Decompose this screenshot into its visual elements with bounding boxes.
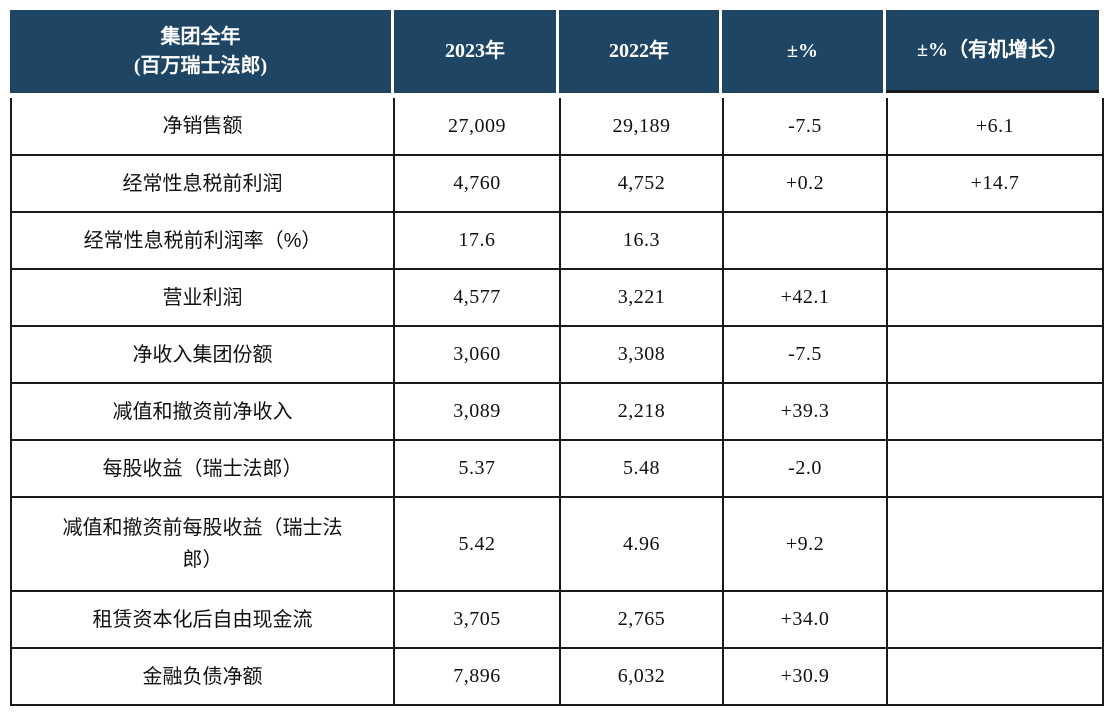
row-label: 租赁资本化后自由现金流 (10, 590, 395, 649)
cell-change-pct: -2.0 (722, 439, 888, 498)
row-label: 减值和撤资前每股收益（瑞士法郎） (10, 496, 395, 592)
cell-change-pct: +34.0 (722, 590, 888, 649)
cell-2022: 3,221 (559, 268, 724, 327)
table-row-eps-before-impairments: 减值和撤资前每股收益（瑞士法郎） 5.42 4.96 +9.2 (10, 496, 1104, 592)
financial-results-table: 集团全年 (百万瑞士法郎) 2023年 2022年 ±% ±%（有机增长） 净销… (10, 10, 1104, 706)
header-2023: 2023年 (394, 10, 556, 93)
cell-2022: 29,189 (559, 98, 724, 156)
cell-2022: 16.3 (559, 211, 724, 270)
cell-organic-pct: +14.7 (886, 154, 1104, 213)
cell-change-pct: +39.3 (722, 382, 888, 441)
cell-change-pct (722, 211, 888, 270)
table-row-net-sales: 净销售额 27,009 29,189 -7.5 +6.1 (10, 98, 1104, 156)
cell-2023: 3,705 (393, 590, 561, 649)
cell-2022: 3,308 (559, 325, 724, 384)
header-2022: 2022年 (559, 10, 719, 93)
cell-2023: 5.42 (393, 496, 561, 592)
row-label: 金融负债净额 (10, 647, 395, 706)
table-row-free-cash-flow: 租赁资本化后自由现金流 3,705 2,765 +34.0 (10, 590, 1104, 649)
table-header-row: 集团全年 (百万瑞士法郎) 2023年 2022年 ±% ±%（有机增长） (10, 10, 1102, 93)
cell-2022: 2,765 (559, 590, 724, 649)
cell-2023: 3,060 (393, 325, 561, 384)
table-row-operating-profit: 营业利润 4,577 3,221 +42.1 (10, 268, 1104, 327)
row-label: 每股收益（瑞士法郎） (10, 439, 395, 498)
table-row-underlying-ebit-margin: 经常性息税前利润率（%） 17.6 16.3 (10, 211, 1104, 270)
cell-change-pct: +30.9 (722, 647, 888, 706)
row-label: 减值和撤资前净收入 (10, 382, 395, 441)
row-label: 净销售额 (10, 98, 395, 156)
cell-organic-pct (886, 439, 1104, 498)
cell-organic-pct (886, 211, 1104, 270)
header-change-pct: ±% (722, 10, 883, 93)
table-row-net-income-group-share: 净收入集团份额 3,060 3,308 -7.5 (10, 325, 1104, 384)
cell-organic-pct (886, 268, 1104, 327)
cell-2022: 2,218 (559, 382, 724, 441)
row-label: 经常性息税前利润 (10, 154, 395, 213)
table-row-eps: 每股收益（瑞士法郎） 5.37 5.48 -2.0 (10, 439, 1104, 498)
header-group-title: 集团全年 (百万瑞士法郎) (10, 10, 391, 93)
row-label: 净收入集团份额 (10, 325, 395, 384)
cell-change-pct: -7.5 (722, 325, 888, 384)
row-label: 经常性息税前利润率（%） (10, 211, 395, 270)
cell-2023: 3,089 (393, 382, 561, 441)
cell-2023: 4,760 (393, 154, 561, 213)
cell-organic-pct (886, 590, 1104, 649)
cell-2023: 7,896 (393, 647, 561, 706)
cell-2022: 5.48 (559, 439, 724, 498)
table-row-net-financial-debt: 金融负债净额 7,896 6,032 +30.9 (10, 647, 1104, 706)
cell-2023: 17.6 (393, 211, 561, 270)
cell-2023: 27,009 (393, 98, 561, 156)
table-row-net-income-before-impairments: 减值和撤资前净收入 3,089 2,218 +39.3 (10, 382, 1104, 441)
cell-change-pct: +42.1 (722, 268, 888, 327)
cell-organic-pct (886, 496, 1104, 592)
cell-2022: 4.96 (559, 496, 724, 592)
cell-organic-pct (886, 325, 1104, 384)
table-row-underlying-ebit: 经常性息税前利润 4,760 4,752 +0.2 +14.7 (10, 154, 1104, 213)
cell-2022: 6,032 (559, 647, 724, 706)
cell-2022: 4,752 (559, 154, 724, 213)
row-label: 营业利润 (10, 268, 395, 327)
table-body: 净销售额 27,009 29,189 -7.5 +6.1 经常性息税前利润 4,… (10, 98, 1104, 706)
cell-organic-pct: +6.1 (886, 98, 1104, 156)
header-organic-growth-pct: ±%（有机增长） (886, 10, 1099, 93)
cell-change-pct: +9.2 (722, 496, 888, 592)
cell-organic-pct (886, 647, 1104, 706)
cell-organic-pct (886, 382, 1104, 441)
cell-change-pct: -7.5 (722, 98, 888, 156)
cell-change-pct: +0.2 (722, 154, 888, 213)
cell-2023: 4,577 (393, 268, 561, 327)
cell-2023: 5.37 (393, 439, 561, 498)
